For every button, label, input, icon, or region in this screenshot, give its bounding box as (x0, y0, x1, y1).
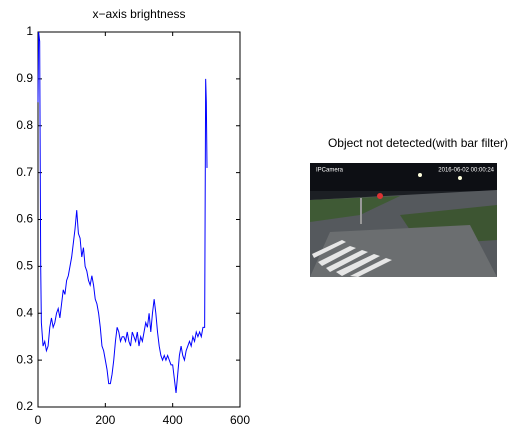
timestamp: 2016-06-02 00:00:24 (438, 168, 494, 174)
camera-image: IPCamera 2016-06-02 00:00:24 (310, 163, 497, 277)
camera-label: IPCamera (316, 168, 344, 174)
x-tick-label: 200 (95, 413, 115, 427)
data-line (37, 31, 208, 393)
x-tick-label: 0 (35, 413, 42, 427)
y-tick-label: 0.6 (16, 212, 33, 226)
y-tick-label: 0.7 (16, 165, 33, 179)
y-tick-label: 0.2 (16, 399, 33, 413)
y-tick-label: 0.8 (16, 118, 33, 132)
image-title: Object not detected(with bar filter) (328, 136, 508, 150)
chart-title: x−axis brightness (92, 7, 185, 21)
y-tick-label: 0.9 (16, 71, 33, 85)
x-tick-label: 400 (163, 413, 183, 427)
y-tick-label: 0.5 (16, 259, 33, 273)
x-tick-label: 600 (230, 413, 250, 427)
axes-box (37, 31, 241, 408)
y-tick-label: 0.3 (16, 352, 33, 366)
y-tick-label: 0.4 (16, 305, 33, 319)
y-tick-label: 1 (26, 24, 33, 38)
